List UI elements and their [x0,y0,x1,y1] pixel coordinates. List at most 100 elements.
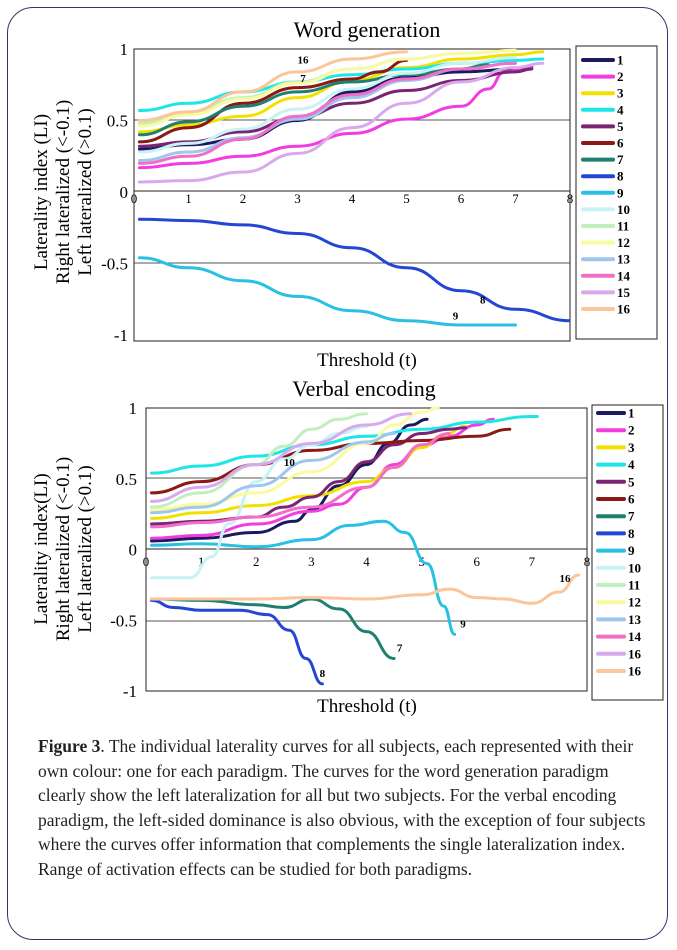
legend-label: 16 [628,664,642,679]
series-lines [150,406,581,686]
curve-label-10: 10 [284,457,296,469]
y-tick-label: -0.5 [110,611,137,630]
legend-label: 6 [628,492,635,507]
legend-label: 8 [617,169,624,184]
caption-text: . The individual laterality curves for a… [38,736,646,879]
series-line-14 [150,432,451,529]
y-tick-label: 0.5 [116,470,137,489]
series-line-4 [137,57,545,112]
legend-label: 12 [628,595,641,610]
x-tick-label: 6 [474,554,481,569]
y-tick-label: 1 [129,399,138,418]
x-tick-label: 3 [294,191,301,206]
curve-label-16: 16 [559,573,571,585]
verbal-encoding-chart: Verbal encoding Threshold (t) Laterality… [31,376,664,717]
legend-label: 14 [628,629,642,644]
x-tick-label: 4 [363,554,370,569]
series-line-10 [137,56,517,154]
y-tick-label: 1 [120,40,129,59]
x-tick-label: 0 [143,554,150,569]
y-tick-label: 0 [129,541,138,560]
legend-label: 1 [628,406,635,421]
series-line-11 [150,412,368,509]
legend-label: 14 [617,268,631,283]
series-line-1 [150,417,429,543]
x-tick-label: 7 [529,554,536,569]
x-tick-label: 4 [349,191,356,206]
y-axis-label-line-2: Right lateralized (<-0.1) [53,457,74,641]
series-line-14 [137,61,517,165]
series-line-10 [150,424,368,580]
chart-title: Verbal encoding [292,376,436,401]
series-line-8 [150,598,324,686]
series-line-12 [150,406,440,512]
legend-label: 3 [617,86,624,101]
y-axis-label-line-2: Right lateralized (<-0.1) [53,100,74,284]
y-axis-label-line-1: Laterality index(LI) [31,473,52,624]
y-axis-label-line-3: Left lateralized (>0.1) [75,465,96,632]
legend-label: 6 [617,136,624,151]
legend-label: 15 [617,285,631,300]
legend-label: 13 [617,252,631,267]
series-line-4 [150,414,539,475]
figure-caption: Figure 3. The individual laterality curv… [38,734,648,881]
y-tick-label: -1 [123,682,137,701]
chart-marks: 0 1 2 3 4 5 6 7 810.50-0.5-116789123456789101112… [101,40,641,701]
series-line-7 [150,597,396,660]
legend-label: 16 [617,302,631,317]
x-tick-label: 7 [512,191,519,206]
series-line-15 [137,61,545,184]
series-lines [137,48,570,327]
legend-label: 8 [628,526,635,541]
x-tick-label: 0 [131,191,138,206]
figure-frame [7,7,668,940]
y-axis-label-line-1: Laterality index (LI) [31,114,52,270]
legend-label: 12 [617,235,630,250]
curve-label-16: 16 [297,54,309,66]
legend-label: 11 [617,219,629,234]
chart-title: Word generation [294,17,441,42]
legend-label: 2 [617,69,624,84]
legend-label: 9 [628,543,635,558]
y-tick-label: -0.5 [101,255,128,274]
series-line-2 [137,64,534,170]
x-tick-label: 6 [458,191,465,206]
series-line-12 [137,48,517,128]
x-tick-label: 5 [403,191,410,206]
legend-label: 5 [628,474,635,489]
y-tick-label: 0.5 [107,112,128,131]
x-axis-label: Threshold (t) [317,350,417,371]
x-tick-label: 1 [185,191,192,206]
legend-label: 10 [617,202,630,217]
chart-0-marks: 0 1 2 3 4 5 6 7 810.50-0.5-116789123456789101112… [101,40,630,345]
legend-label: 2 [628,423,635,438]
legend-label: 4 [617,102,624,117]
chart-1-marks: 0 1 2 3 4 5 6 7 810.50-0.5-110169781234567891011… [110,399,641,701]
curve-label-8: 8 [480,295,486,307]
curve-label-8: 8 [320,668,326,680]
legend-label: 5 [617,119,624,134]
x-tick-label: 8 [584,554,591,569]
curve-label-9: 9 [460,618,466,630]
curve-label-7: 7 [300,73,306,85]
y-axis-label-line-3: Left lateralized (>0.1) [75,108,96,275]
series-line-16 [137,50,408,122]
legend-label: 4 [628,457,635,472]
legend-label: 16 [628,646,642,661]
series-line-8 [137,217,570,323]
x-tick-label: 2 [253,554,260,569]
x-axis-label: Threshold (t) [317,696,417,717]
series-line-13 [150,432,396,515]
legend-label: 7 [617,152,624,167]
legend-label: 10 [628,560,641,575]
curve-label-9: 9 [453,310,459,322]
series-line-1 [137,66,534,151]
curve-label-7: 7 [397,642,403,654]
legend-label: 9 [617,185,624,200]
series-line-16 [150,412,413,503]
legend-label: 13 [628,612,642,627]
series-line-6 [137,58,408,144]
y-tick-label: 0 [120,183,129,202]
